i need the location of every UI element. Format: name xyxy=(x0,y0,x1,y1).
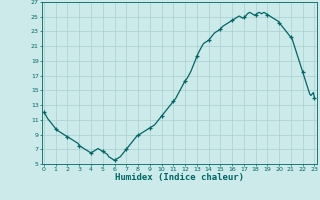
X-axis label: Humidex (Indice chaleur): Humidex (Indice chaleur) xyxy=(115,173,244,182)
